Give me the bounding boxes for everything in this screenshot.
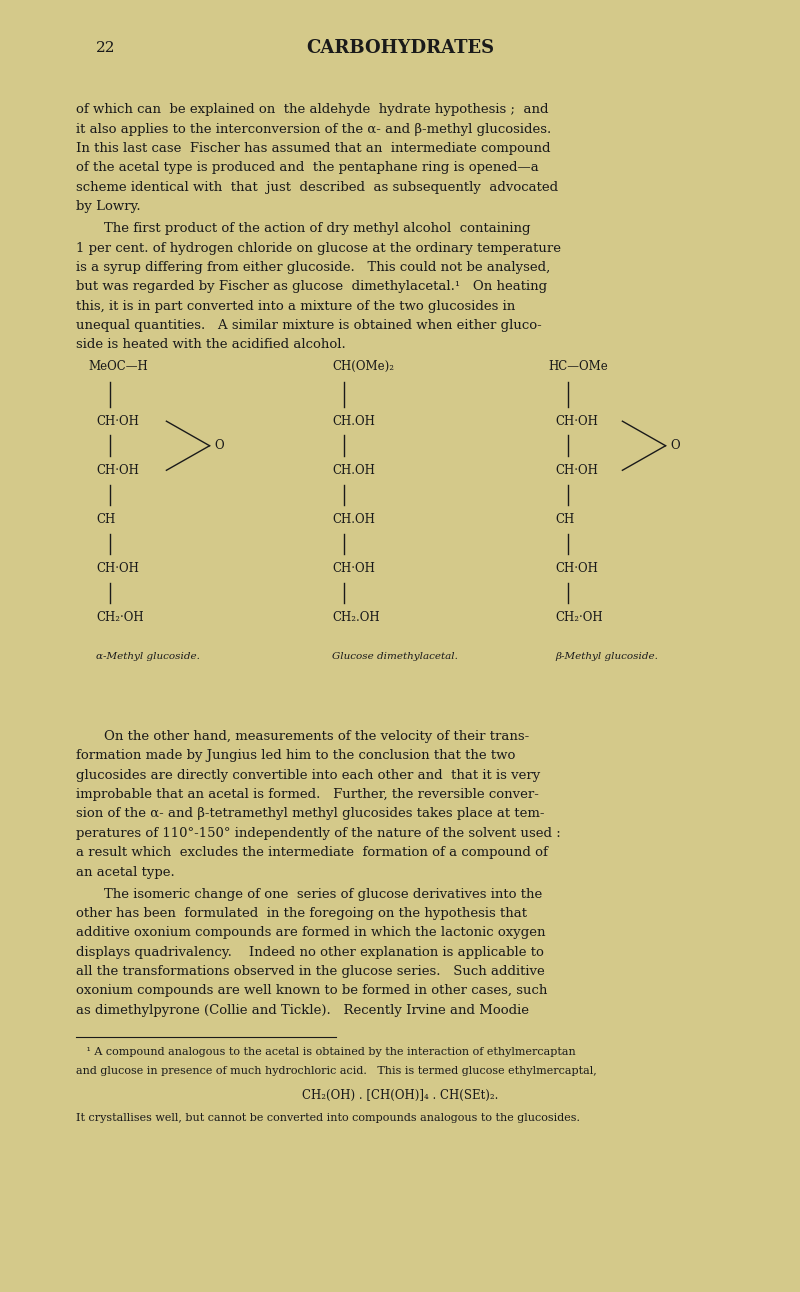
Text: by Lowry.: by Lowry. — [76, 200, 141, 213]
Text: CH: CH — [555, 513, 574, 526]
Text: CARBOHYDRATES: CARBOHYDRATES — [306, 39, 494, 57]
Text: additive oxonium compounds are formed in which the lactonic oxygen: additive oxonium compounds are formed in… — [76, 926, 546, 939]
Text: CH₂·OH: CH₂·OH — [555, 611, 603, 624]
Text: an acetal type.: an acetal type. — [76, 866, 174, 879]
Text: CH(OMe)₂: CH(OMe)₂ — [332, 360, 394, 373]
Text: CH·OH: CH·OH — [96, 415, 139, 428]
Text: all the transformations observed in the glucose series.   Such additive: all the transformations observed in the … — [76, 965, 545, 978]
Text: ¹ A compound analogous to the acetal is obtained by the interaction of ethylmerc: ¹ A compound analogous to the acetal is … — [76, 1047, 576, 1057]
Text: displays quadrivalency.    Indeed no other explanation is applicable to: displays quadrivalency. Indeed no other … — [76, 946, 544, 959]
Text: oxonium compounds are well known to be formed in other cases, such: oxonium compounds are well known to be f… — [76, 985, 547, 997]
Text: other has been  formulated  in the foregoing on the hypothesis that: other has been formulated in the foregoi… — [76, 907, 527, 920]
Text: It crystallises well, but cannot be converted into compounds analogous to the gl: It crystallises well, but cannot be conv… — [76, 1112, 580, 1123]
Text: β-Methyl glucoside.: β-Methyl glucoside. — [555, 652, 658, 660]
Text: CH·OH: CH·OH — [555, 415, 598, 428]
Text: and glucose in presence of much hydrochloric acid.   This is termed glucose ethy: and glucose in presence of much hydrochl… — [76, 1066, 597, 1076]
Text: improbable that an acetal is formed.   Further, the reversible conver-: improbable that an acetal is formed. Fur… — [76, 788, 539, 801]
Text: O: O — [670, 439, 680, 452]
Text: On the other hand, measurements of the velocity of their trans-: On the other hand, measurements of the v… — [104, 730, 530, 743]
Text: sion of the α- and β-tetramethyl methyl glucosides takes place at tem-: sion of the α- and β-tetramethyl methyl … — [76, 808, 545, 820]
Text: In this last case  Fischer has assumed that an  intermediate compound: In this last case Fischer has assumed th… — [76, 142, 550, 155]
Text: CH₂·OH: CH₂·OH — [96, 611, 144, 624]
Text: it also applies to the interconversion of the α- and β-methyl glucosides.: it also applies to the interconversion o… — [76, 123, 551, 136]
Text: is a syrup differing from either glucoside.   This could not be analysed,: is a syrup differing from either glucosi… — [76, 261, 550, 274]
Text: The first product of the action of dry methyl alcohol  containing: The first product of the action of dry m… — [104, 222, 530, 235]
Text: CH·OH: CH·OH — [96, 562, 139, 575]
Text: unequal quantities.   A similar mixture is obtained when either gluco-: unequal quantities. A similar mixture is… — [76, 319, 542, 332]
Text: 22: 22 — [96, 41, 115, 54]
Text: side is heated with the acidified alcohol.: side is heated with the acidified alcoho… — [76, 339, 346, 351]
Text: glucosides are directly convertible into each other and  that it is very: glucosides are directly convertible into… — [76, 769, 540, 782]
Text: CH.OH: CH.OH — [332, 415, 375, 428]
Text: CH·OH: CH·OH — [96, 464, 139, 477]
Text: CH.OH: CH.OH — [332, 513, 375, 526]
Text: scheme identical with  that  just  described  as subsequently  advocated: scheme identical with that just describe… — [76, 181, 558, 194]
Text: CH·OH: CH·OH — [555, 464, 598, 477]
Text: CH: CH — [96, 513, 115, 526]
Text: formation made by Jungius led him to the conclusion that the two: formation made by Jungius led him to the… — [76, 749, 515, 762]
Text: of the acetal type is produced and  the pentaphane ring is opened—a: of the acetal type is produced and the p… — [76, 162, 538, 174]
Text: this, it is in part converted into a mixture of the two glucosides in: this, it is in part converted into a mix… — [76, 300, 515, 313]
Text: CH·OH: CH·OH — [332, 562, 375, 575]
Text: of which can  be explained on  the aldehyde  hydrate hypothesis ;  and: of which can be explained on the aldehyd… — [76, 103, 549, 116]
Text: CH·OH: CH·OH — [555, 562, 598, 575]
Text: α-Methyl glucoside.: α-Methyl glucoside. — [96, 652, 200, 660]
Text: a result which  excludes the intermediate  formation of a compound of: a result which excludes the intermediate… — [76, 846, 548, 859]
Text: CH₂(OH) . [CH(OH)]₄ . CH(SEt)₂.: CH₂(OH) . [CH(OH)]₄ . CH(SEt)₂. — [302, 1089, 498, 1102]
Text: MeOC—H: MeOC—H — [88, 360, 148, 373]
Text: HC—OMe: HC—OMe — [548, 360, 608, 373]
Text: 1 per cent. of hydrogen chloride on glucose at the ordinary temperature: 1 per cent. of hydrogen chloride on gluc… — [76, 242, 561, 255]
Text: peratures of 110°-150° independently of the nature of the solvent used :: peratures of 110°-150° independently of … — [76, 827, 561, 840]
Text: O: O — [214, 439, 224, 452]
Text: CH.OH: CH.OH — [332, 464, 375, 477]
Text: but was regarded by Fischer as glucose  dimethylacetal.¹   On heating: but was regarded by Fischer as glucose d… — [76, 280, 547, 293]
Text: as dimethylpyrone (Collie and Tickle).   Recently Irvine and Moodie: as dimethylpyrone (Collie and Tickle). R… — [76, 1004, 529, 1017]
Text: CH₂.OH: CH₂.OH — [332, 611, 380, 624]
Text: Glucose dimethylacetal.: Glucose dimethylacetal. — [332, 652, 458, 660]
Text: The isomeric change of one  series of glucose derivatives into the: The isomeric change of one series of glu… — [104, 888, 542, 901]
